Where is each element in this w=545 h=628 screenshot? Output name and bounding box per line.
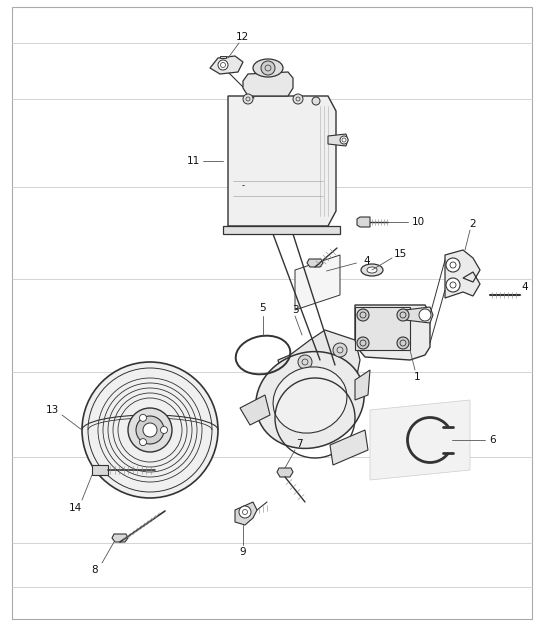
Text: 4: 4 xyxy=(522,282,528,292)
Polygon shape xyxy=(278,330,360,400)
Polygon shape xyxy=(240,395,270,425)
Polygon shape xyxy=(330,430,368,465)
Text: 12: 12 xyxy=(235,32,249,42)
Polygon shape xyxy=(210,56,243,74)
Circle shape xyxy=(218,60,228,70)
Polygon shape xyxy=(307,259,323,267)
Circle shape xyxy=(143,423,157,437)
Circle shape xyxy=(397,337,409,349)
Circle shape xyxy=(397,309,409,321)
Text: -: - xyxy=(241,181,245,190)
Circle shape xyxy=(298,355,312,369)
Circle shape xyxy=(140,414,147,421)
Polygon shape xyxy=(295,255,340,310)
Polygon shape xyxy=(243,72,293,96)
Circle shape xyxy=(312,97,320,105)
Ellipse shape xyxy=(361,264,383,276)
Polygon shape xyxy=(235,502,257,525)
Text: 7: 7 xyxy=(296,439,302,449)
Circle shape xyxy=(239,506,251,518)
Circle shape xyxy=(357,337,369,349)
Circle shape xyxy=(140,438,147,446)
Text: 6: 6 xyxy=(490,435,496,445)
Text: 2: 2 xyxy=(470,219,476,229)
Polygon shape xyxy=(328,134,348,146)
Polygon shape xyxy=(228,96,336,226)
Circle shape xyxy=(160,426,167,433)
Circle shape xyxy=(261,61,275,75)
Text: 13: 13 xyxy=(45,405,59,415)
Ellipse shape xyxy=(256,352,364,448)
Text: 3: 3 xyxy=(292,305,298,315)
Text: 11: 11 xyxy=(186,156,199,166)
Circle shape xyxy=(446,258,460,272)
Circle shape xyxy=(357,309,369,321)
Polygon shape xyxy=(445,250,480,298)
Circle shape xyxy=(333,343,347,357)
Polygon shape xyxy=(357,217,370,227)
Text: 8: 8 xyxy=(92,565,98,575)
Polygon shape xyxy=(277,468,293,477)
Ellipse shape xyxy=(273,367,347,433)
Polygon shape xyxy=(223,226,340,234)
Polygon shape xyxy=(405,307,433,323)
Polygon shape xyxy=(112,534,128,542)
Polygon shape xyxy=(355,370,370,400)
Polygon shape xyxy=(370,400,470,480)
Text: 15: 15 xyxy=(393,249,407,259)
Polygon shape xyxy=(355,305,430,360)
Text: 5: 5 xyxy=(259,303,267,313)
Circle shape xyxy=(419,309,431,321)
Polygon shape xyxy=(355,307,410,350)
Circle shape xyxy=(293,94,303,104)
Ellipse shape xyxy=(253,59,283,77)
Ellipse shape xyxy=(367,267,377,273)
Polygon shape xyxy=(220,56,226,58)
Circle shape xyxy=(128,408,172,452)
Polygon shape xyxy=(92,465,108,475)
Text: 9: 9 xyxy=(240,547,246,557)
Text: 10: 10 xyxy=(411,217,425,227)
Circle shape xyxy=(136,416,164,444)
Text: 4: 4 xyxy=(363,256,370,266)
Circle shape xyxy=(82,362,218,498)
Circle shape xyxy=(446,278,460,292)
Text: 14: 14 xyxy=(68,503,82,513)
Circle shape xyxy=(340,136,348,144)
Circle shape xyxy=(243,94,253,104)
Text: 1: 1 xyxy=(414,372,420,382)
